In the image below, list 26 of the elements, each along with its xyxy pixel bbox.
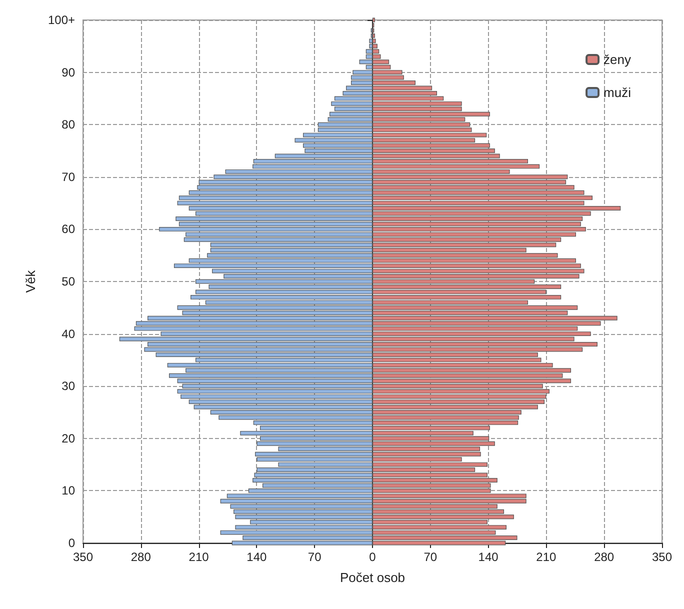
y-tick-label: 30	[62, 379, 76, 394]
x-tick-label: 140	[478, 550, 499, 564]
x-tick-label: 0	[369, 550, 376, 564]
x-tick-label: 350	[652, 550, 672, 564]
x-tick-label: 280	[594, 550, 614, 564]
y-axis-title: Věk	[23, 270, 38, 293]
y-tick-label: 0	[68, 536, 76, 550]
y-tick-label: 90	[62, 65, 76, 80]
y-tick-label: 10	[62, 484, 76, 498]
x-axis-title: Počet osob	[340, 570, 406, 585]
y-tick-label: 20	[62, 431, 76, 446]
x-tick-label: 210	[188, 550, 210, 564]
x-tick-label: 140	[246, 550, 268, 564]
y-tick-label: 80	[62, 118, 76, 132]
x-tick-label: 350	[72, 550, 94, 564]
legend-label: ženy	[604, 52, 632, 67]
x-tick-label: 210	[536, 550, 557, 564]
y-tick-label: 50	[62, 274, 76, 288]
legend-label: muži	[604, 85, 632, 100]
y-tick-label: 60	[62, 222, 76, 236]
y-tick-label: 70	[62, 170, 76, 184]
x-tick-label: 70	[424, 550, 438, 564]
y-tick-label: 40	[62, 326, 76, 341]
x-tick-label: 70	[308, 550, 322, 564]
y-tick-label: 100+	[48, 13, 75, 27]
x-tick-label: 280	[130, 550, 152, 564]
